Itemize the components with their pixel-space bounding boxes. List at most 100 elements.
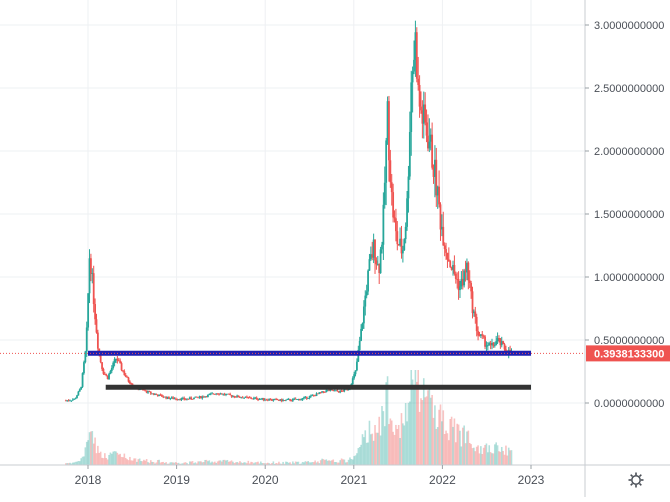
volume-bar: [468, 442, 471, 465]
candle-body: [180, 398, 183, 400]
candle-body: [172, 397, 174, 399]
volume-bar: [506, 455, 509, 465]
candle-body: [229, 394, 232, 396]
volume-bar: [279, 463, 282, 465]
candle-body: [96, 332, 99, 349]
candle-body: [337, 391, 340, 393]
candle-body: [112, 362, 115, 368]
volume-bar: [304, 461, 307, 465]
candle-body: [364, 295, 367, 307]
candle-body: [252, 397, 255, 399]
candle-body: [415, 32, 418, 79]
volume-bar: [85, 441, 88, 465]
volume-bar: [194, 462, 197, 465]
horizontal-lines[interactable]: [88, 350, 531, 390]
candle-body: [463, 270, 466, 286]
volume-bar: [161, 462, 163, 465]
candle-body: [404, 226, 407, 240]
volume-bar: [222, 459, 225, 465]
volume-bar: [159, 462, 162, 465]
volume-bar: [496, 445, 499, 465]
candle-body: [482, 335, 485, 337]
candle-body: [177, 399, 180, 401]
candle-body: [445, 249, 447, 253]
volume-bar: [179, 463, 181, 465]
y-tick-label: 3.0000000000: [594, 20, 664, 32]
volume-bar: [152, 461, 155, 465]
volume-bar: [383, 426, 386, 465]
candle-body: [181, 397, 184, 399]
candle-body: [436, 186, 439, 196]
last-price-label: 0.3938133300: [594, 348, 664, 360]
candle-body: [113, 359, 116, 363]
candle-body: [301, 398, 304, 400]
x-tick-label: 2018: [75, 473, 102, 487]
volume-bar: [333, 462, 336, 465]
volume-bar: [480, 446, 482, 465]
volume-bar: [329, 460, 332, 465]
volume-bar: [439, 404, 442, 465]
volume-bar: [296, 461, 298, 465]
volume-bar: [223, 459, 226, 465]
candle-body: [413, 59, 415, 72]
volume-bar: [272, 461, 275, 465]
candle-body: [279, 399, 282, 401]
volume-bar: [409, 401, 411, 465]
candle-body: [151, 393, 154, 395]
volume-bar: [499, 451, 502, 465]
candle-body: [289, 399, 291, 401]
candle-body: [119, 360, 122, 364]
volume-bar: [258, 463, 261, 465]
volume-bar: [162, 461, 165, 465]
volume-bar: [233, 463, 236, 465]
volume-bar: [293, 463, 296, 465]
volume-bar: [505, 445, 507, 465]
volume-bar: [120, 456, 123, 465]
volume-bar: [388, 424, 390, 465]
candle-body: [73, 398, 76, 400]
candle-body: [170, 397, 173, 399]
volume-bar: [488, 445, 491, 465]
volume-bar: [275, 462, 277, 465]
candle-body: [427, 135, 429, 149]
x-tick-label: 2020: [252, 473, 279, 487]
candle-body: [429, 134, 432, 142]
volume-bar: [168, 463, 170, 465]
volume-bar: [319, 460, 322, 465]
volume-bar: [303, 462, 305, 465]
candle-body: [481, 334, 484, 336]
candle-body: [245, 396, 248, 398]
candle-body: [305, 396, 308, 399]
volume-bar: [127, 460, 130, 465]
candle-body: [356, 361, 358, 371]
volume-bar: [344, 462, 347, 465]
volume-bar: [226, 459, 229, 465]
volume-bar: [350, 459, 353, 465]
volume-bar: [188, 461, 191, 465]
volume-bar: [230, 460, 233, 465]
candle-body: [502, 341, 505, 345]
candle-body: [147, 391, 149, 393]
candle-body: [264, 399, 266, 401]
volume-bar: [429, 397, 432, 465]
candle-body: [87, 293, 90, 328]
candle-body: [319, 392, 322, 394]
candle-body: [266, 399, 269, 401]
candle-body: [95, 319, 98, 333]
volume-bar: [310, 462, 312, 465]
y-tick-label: 0.5000000000: [594, 335, 664, 347]
candle-body: [240, 397, 243, 399]
candle-body: [258, 398, 261, 400]
candle-body: [493, 345, 496, 347]
volume-bar: [176, 463, 179, 465]
gear-icon[interactable]: [628, 472, 644, 488]
candle-body: [92, 273, 95, 305]
volume-bar: [493, 444, 496, 465]
candle-body: [211, 393, 213, 395]
candle-body: [300, 399, 303, 401]
volume-bar: [151, 461, 153, 465]
grid-lines: [0, 0, 585, 465]
volume-bar: [214, 461, 216, 465]
